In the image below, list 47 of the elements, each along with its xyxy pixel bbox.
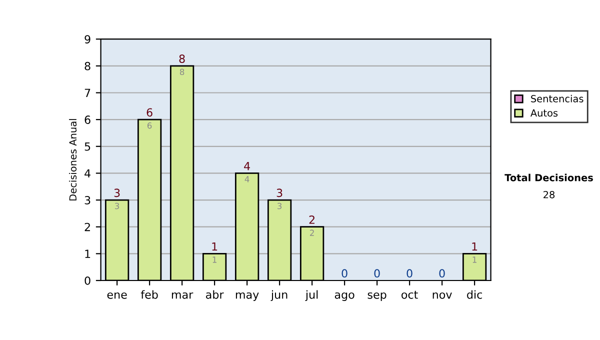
total-label: 1: [212, 242, 218, 251]
x-tick-label: abr: [206, 290, 224, 299]
legend-label: Sentencias: [531, 94, 584, 102]
x-tick-label: sep: [368, 292, 386, 301]
total-label: 3: [276, 188, 282, 198]
y-tick-label: 7: [84, 88, 90, 97]
total-label: 2: [309, 215, 314, 224]
total-label: 3: [114, 188, 120, 198]
x-tick-label: mar: [172, 292, 194, 299]
total-label: 8: [179, 54, 185, 63]
x-tick-label: jun: [270, 290, 288, 301]
data-label: 1: [212, 256, 216, 263]
data-label: 2: [310, 230, 314, 236]
total-label: 0: [374, 269, 380, 278]
total-label: 0: [439, 269, 445, 278]
x-tick-label: dic: [467, 290, 482, 299]
data-label: 3: [115, 202, 120, 210]
data-label: 3: [278, 202, 282, 210]
x-tick-label: ago: [334, 292, 354, 301]
y-tick-label: 9: [84, 35, 90, 44]
x-tick-label: jul: [305, 290, 318, 301]
legend-label: Autos: [530, 109, 558, 117]
total-label: 0: [406, 269, 412, 278]
y-tick-label: 0: [84, 276, 90, 285]
x-tick-label: nov: [432, 292, 452, 299]
y-tick-label: 4: [84, 169, 90, 178]
data-label: 1: [472, 256, 476, 263]
total-label: 4: [244, 162, 250, 170]
y-tick-label: 3: [84, 196, 90, 204]
data-label: 4: [244, 176, 250, 182]
total-label: 6: [146, 108, 152, 117]
total-label: 0: [342, 269, 348, 278]
y-tick-label: 6: [84, 116, 90, 124]
total-label: 1: [472, 242, 478, 251]
text: Total Decisiones: [504, 174, 593, 182]
data-label: 6: [147, 122, 152, 129]
x-tick-label: oct: [402, 290, 418, 299]
text: 28: [544, 190, 555, 198]
y-axis-title: Decisiones Anual: [69, 119, 77, 200]
y-tick-label: 2: [84, 222, 90, 232]
y-tick-label: 5: [84, 142, 90, 151]
x-tick-label: ene: [107, 292, 127, 299]
data-label: 8: [180, 68, 184, 76]
y-tick-label: 1: [85, 250, 90, 258]
x-tick-label: feb: [140, 290, 158, 299]
x-tick-label: may: [236, 292, 259, 301]
y-tick-label: 8: [84, 62, 90, 70]
